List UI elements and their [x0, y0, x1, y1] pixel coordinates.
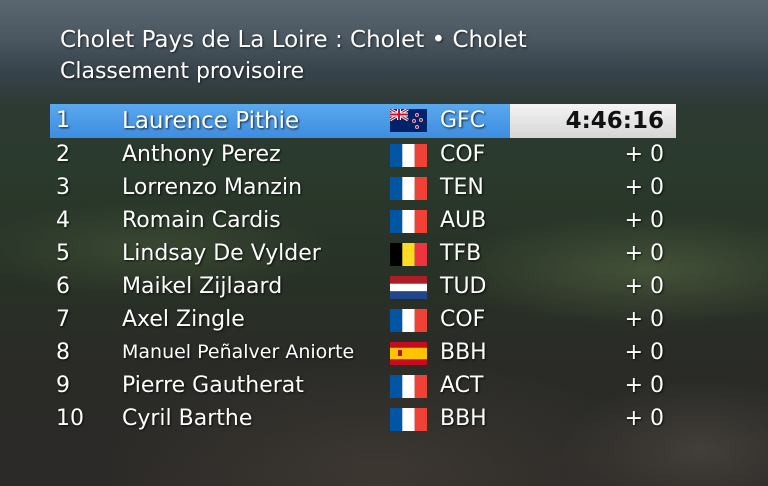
be-flag-icon [390, 243, 427, 266]
fr-flag-icon [390, 408, 427, 431]
race-title: Cholet Pays de La Loire : Cholet • Chole… [60, 27, 527, 53]
time-gap: + 0 [624, 175, 664, 200]
finish-time: 4:46:16 [565, 108, 664, 134]
rank: 10 [56, 406, 84, 431]
standings-row: 5 Lindsay De Vylder TFB + 0 [50, 237, 676, 270]
standings-row: 4 Romain Cardis AUB + 0 [50, 204, 676, 237]
rider-name: Axel Zingle [122, 307, 245, 332]
team-code: COF [440, 142, 486, 167]
rider-name: Maikel Zijlaard [122, 274, 283, 299]
rank: 1 [56, 108, 70, 133]
time-gap: + 0 [624, 241, 664, 266]
fr-flag-icon [390, 375, 427, 398]
team-code: AUB [440, 208, 487, 233]
rank: 6 [56, 274, 70, 299]
time-gap: + 0 [624, 307, 664, 332]
team-code: COF [440, 307, 486, 332]
standings-row: 3 Lorrenzo Manzin TEN + 0 [50, 171, 676, 204]
leader-time-box [510, 104, 676, 138]
time-gap: + 0 [624, 373, 664, 398]
team-code: TUD [440, 274, 487, 299]
standings-row: 2 Anthony Perez COF + 0 [50, 138, 676, 171]
fr-flag-icon [390, 309, 427, 332]
fr-flag-icon [390, 177, 427, 200]
team-code: TFB [440, 241, 482, 266]
rank: 5 [56, 241, 70, 266]
rank: 4 [56, 208, 70, 233]
rank: 8 [56, 340, 70, 365]
standings-row: 10 Cyril Barthe BBH + 0 [50, 402, 676, 435]
rider-name: Romain Cardis [122, 208, 281, 233]
standings-row: 8 Manuel Peñalver Aniorte BBH + 0 [50, 336, 676, 369]
leader-highlight-bar [50, 104, 510, 138]
rider-name: Pierre Gautherat [122, 373, 304, 398]
fr-flag-icon [390, 144, 427, 167]
classification-subtitle: Classement provisoire [60, 59, 305, 84]
standings-row-leader: 1 Laurence Pithie GFC 4:46:16 [50, 104, 676, 138]
aerial-background [0, 90, 768, 486]
time-gap: + 0 [624, 208, 664, 233]
team-code: BBH [440, 340, 487, 365]
rank: 9 [56, 373, 70, 398]
rank: 7 [56, 307, 70, 332]
standings-row: 6 Maikel Zijlaard TUD + 0 [50, 270, 676, 303]
time-gap: + 0 [624, 142, 664, 167]
es-flag-icon [390, 342, 427, 365]
team-code: ACT [440, 373, 484, 398]
nz-flag-icon [390, 109, 427, 132]
standings-row: 7 Axel Zingle COF + 0 [50, 303, 676, 336]
standings-table: 1 Laurence Pithie GFC 4:46:16 2 Anthony … [50, 104, 676, 435]
rank: 2 [56, 142, 70, 167]
rider-name: Laurence Pithie [122, 108, 300, 134]
rider-name: Cyril Barthe [122, 406, 253, 431]
team-code: GFC [440, 108, 486, 133]
rider-name: Anthony Perez [122, 142, 281, 167]
rider-name: Lorrenzo Manzin [122, 175, 303, 200]
time-gap: + 0 [624, 406, 664, 431]
rider-name: Manuel Peñalver Aniorte [122, 341, 355, 363]
team-code: TEN [440, 175, 484, 200]
fr-flag-icon [390, 210, 427, 233]
team-code: BBH [440, 406, 487, 431]
rider-name: Lindsay De Vylder [122, 241, 321, 266]
nl-flag-icon [390, 276, 427, 299]
standings-row: 9 Pierre Gautherat ACT + 0 [50, 369, 676, 402]
time-gap: + 0 [624, 274, 664, 299]
rank: 3 [56, 175, 70, 200]
time-gap: + 0 [624, 340, 664, 365]
